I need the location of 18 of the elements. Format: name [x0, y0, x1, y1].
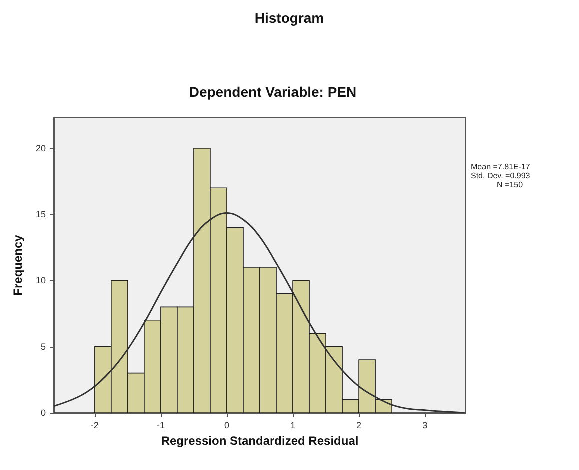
- y-tick-label: 10: [36, 276, 46, 286]
- x-axis-title: Regression Standardized Residual: [161, 434, 359, 448]
- chart-title: Histogram: [254, 10, 324, 26]
- text: Std. Dev. =0.993: [471, 172, 531, 180]
- x-tick-label: 0: [224, 420, 230, 430]
- text: N =150: [497, 180, 524, 190]
- x-tick-label: -2: [90, 420, 99, 430]
- chart-subtitle: Dependent Variable: PEN: [189, 84, 357, 100]
- y-tick-label: 20: [36, 143, 46, 154]
- x-tick-label: 1: [290, 420, 296, 430]
- x-tick-label: 2: [356, 420, 362, 430]
- y-tick-label: 0: [40, 408, 46, 418]
- x-tick-label: 3: [422, 420, 428, 430]
- y-tick-label: 5: [40, 342, 46, 352]
- y-tick-label: 15: [36, 210, 46, 220]
- y-axis-title: Frequency: [11, 234, 25, 296]
- x-tick-label: -1: [156, 420, 165, 430]
- text: Mean =7.81E-17: [471, 162, 531, 172]
